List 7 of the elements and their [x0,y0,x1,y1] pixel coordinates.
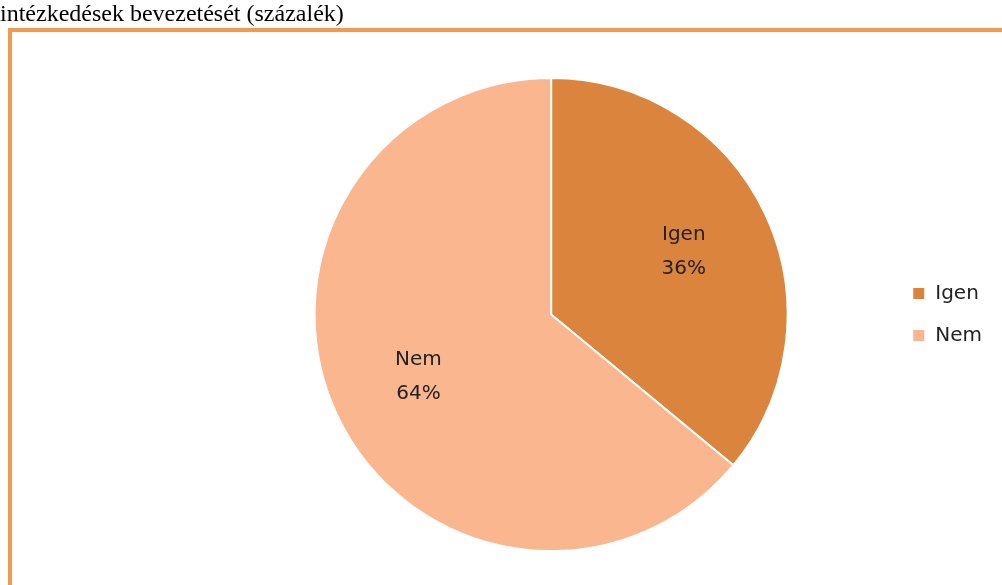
data-label: 64% [396,380,441,405]
chart-title: intézkedések bevezetését (százalék) [0,0,344,27]
legend-label: Igen [935,279,979,304]
legend-label: Nem [935,321,982,346]
slice-label: Igen [662,221,706,246]
data-label: 36% [661,255,707,280]
slice-label: Nem [395,346,442,371]
